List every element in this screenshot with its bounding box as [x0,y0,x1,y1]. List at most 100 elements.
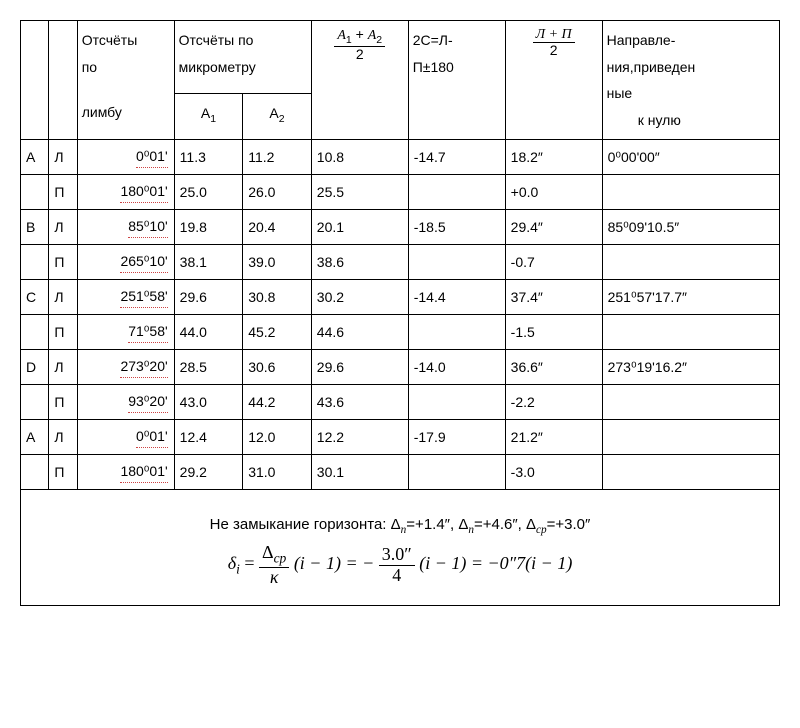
hdr-avg-lp: Л + П 2 [505,21,602,140]
table-row: BЛ85⁰10'19.820.420.1-18.529.4″85⁰09'10.5… [21,210,780,245]
cell: Л [49,140,77,175]
table-row: П180⁰01'25.026.025.5+0.0 [21,175,780,210]
cell: +0.0 [505,175,602,210]
hdr-2c-l2: П±180 [413,59,454,75]
cell: 18.2″ [505,140,602,175]
hdr-micrometer: Отсчёты по микрометру [174,21,311,94]
cell: 251⁰57'17.7″ [602,280,779,315]
cell: 29.6 [174,280,243,315]
cell [21,385,49,420]
cell: 12.0 [243,420,312,455]
cell: 20.4 [243,210,312,245]
cell: 93⁰20' [77,385,174,420]
cell: 28.5 [174,350,243,385]
cell: 38.6 [311,245,408,280]
cell [408,315,505,350]
cell [602,420,779,455]
cell: Л [49,210,77,245]
hdr-micro-l1: Отсчёты по [179,32,254,48]
cell: 29.4″ [505,210,602,245]
hdr-2c: 2С=Л- П±180 [408,21,505,140]
cell: 0⁰01' [77,420,174,455]
cell: 273⁰20' [77,350,174,385]
cell: 85⁰09'10.5″ [602,210,779,245]
cell: C [21,280,49,315]
cell: A [21,140,49,175]
delta-formula: δi = Δcp κ (i − 1) = − 3.0″ 4 (i − 1) = … [228,553,573,573]
hdr-limb-l2: по [82,59,97,75]
table-row: CЛ251⁰58'29.630.830.2-14.437.4″251⁰57'17… [21,280,780,315]
hdr-avg-a: A1 + A2 2 [311,21,408,140]
cell: -14.7 [408,140,505,175]
hdr-limb-l1: Отсчёты [82,32,138,48]
cell: -3.0 [505,455,602,490]
cell: Л [49,350,77,385]
cell [602,245,779,280]
cell: -18.5 [408,210,505,245]
hdr-dir-l3: ные [607,85,633,101]
cell [408,245,505,280]
cell: 12.2 [311,420,408,455]
cell: 19.8 [174,210,243,245]
cell [21,455,49,490]
table-row: П180⁰01'29.231.030.1-3.0 [21,455,780,490]
cell: 30.6 [243,350,312,385]
cell: 36.6″ [505,350,602,385]
cell: П [49,175,77,210]
cell [408,455,505,490]
hdr-2c-l1: 2С=Л- [413,32,453,48]
cell: 12.4 [174,420,243,455]
cell [602,385,779,420]
cell [21,245,49,280]
cell [21,175,49,210]
hdr-micro-l2: микрометру [179,59,256,75]
cell: -2.2 [505,385,602,420]
cell: П [49,385,77,420]
cell: 180⁰01' [77,455,174,490]
cell: 44.2 [243,385,312,420]
cell: -14.4 [408,280,505,315]
hdr-limb-bot: лимбу [77,93,174,140]
cell [602,455,779,490]
cell [602,175,779,210]
hdr-a2: A2 [243,93,312,140]
cell: 31.0 [243,455,312,490]
cell: П [49,315,77,350]
hdr-directions: Направле- ния,приведен ные к нулю [602,21,779,140]
hdr-limb: Отсчёты по [77,21,174,94]
cell: D [21,350,49,385]
cell: 0⁰01' [77,140,174,175]
cell [408,175,505,210]
table-row: П93⁰20'43.044.243.6-2.2 [21,385,780,420]
cell: 38.1 [174,245,243,280]
cell: -0.7 [505,245,602,280]
cell: 20.1 [311,210,408,245]
cell: П [49,455,77,490]
cell: 251⁰58' [77,280,174,315]
cell: 44.6 [311,315,408,350]
table-row: П71⁰58'44.045.244.6-1.5 [21,315,780,350]
cell [408,385,505,420]
cell: П [49,245,77,280]
cell: -14.0 [408,350,505,385]
cell: 39.0 [243,245,312,280]
hdr-empty-1 [49,21,77,140]
cell: 273⁰19'16.2″ [602,350,779,385]
measurements-table: Отсчёты по Отсчёты по микрометру A1 + A2… [20,20,780,606]
hdr-empty-0 [21,21,49,140]
formula-row: Не замыкание горизонта: Δn=+1.4″, Δn=+4.… [21,490,780,606]
cell: -1.5 [505,315,602,350]
cell [21,315,49,350]
cell: 21.2″ [505,420,602,455]
table-row: DЛ273⁰20'28.530.629.6-14.036.6″273⁰19'16… [21,350,780,385]
hdr-a1: A1 [174,93,243,140]
cell: 180⁰01' [77,175,174,210]
hdr-dir-l2: ния,приведен [607,59,696,75]
cell: 43.0 [174,385,243,420]
cell: 265⁰10' [77,245,174,280]
cell: 30.2 [311,280,408,315]
cell: 71⁰58' [77,315,174,350]
cell: Л [49,280,77,315]
cell: 30.1 [311,455,408,490]
table-row: П265⁰10'38.139.038.6 -0.7 [21,245,780,280]
